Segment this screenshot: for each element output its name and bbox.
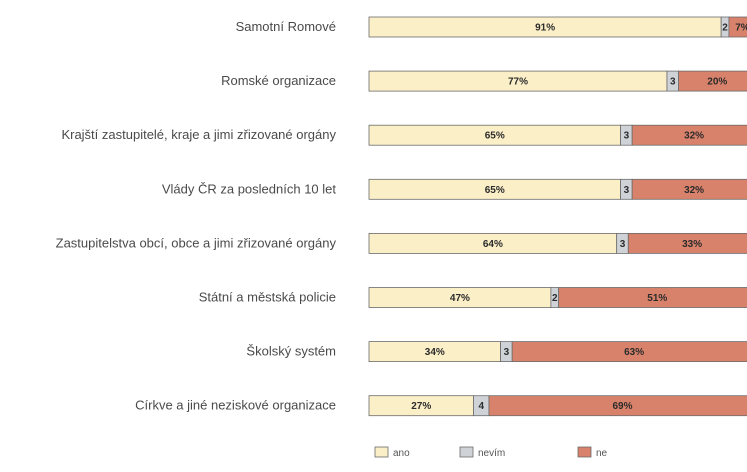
bar-segment-ne — [511, 341, 747, 363]
data-label-ano: 91% — [535, 23, 555, 34]
legend-swatch-nevim — [459, 446, 474, 458]
data-label-ne: 63% — [624, 347, 644, 358]
legend: ano nevím ne — [374, 446, 608, 459]
bar-segment-ne — [631, 124, 747, 146]
bar-segment-ne — [627, 232, 747, 254]
category-label: Romské organizace — [221, 73, 336, 88]
data-label-ano: 77% — [508, 77, 528, 88]
legend-label-ne: ne — [596, 448, 608, 459]
data-label-ne: 32% — [684, 185, 704, 196]
category-label: Zastupitelstva obcí, obce a jimi zřizova… — [56, 235, 337, 250]
bar-segment-ne — [728, 16, 747, 38]
legend-swatch-ano — [374, 446, 389, 458]
bar-segment-ne — [631, 178, 747, 200]
data-label-ne: 7% — [735, 23, 747, 34]
legend-swatch-ne — [577, 446, 592, 458]
data-label-ano: 47% — [450, 293, 470, 304]
category-label: Vlády ČR za posledních 10 let — [162, 181, 337, 196]
category-label: Církve a jiné neziskové organizace — [135, 398, 336, 413]
bar-segment-ne — [678, 70, 747, 92]
data-label-ne: 69% — [612, 401, 632, 412]
bar-segment-ne — [488, 395, 747, 417]
data-label-ne: 33% — [682, 239, 702, 250]
category-label: Školský systém — [246, 344, 336, 359]
data-label-nevim: 3 — [504, 347, 510, 358]
data-label-nevim: 2 — [722, 23, 728, 34]
legend-label-nevim: nevím — [478, 448, 505, 459]
data-label-ano: 65% — [485, 185, 505, 196]
data-label-ano: 64% — [483, 239, 503, 250]
legend-label-ano: ano — [393, 448, 410, 459]
data-label-ano: 65% — [485, 131, 505, 142]
data-label-nevim: 3 — [620, 239, 626, 250]
data-label-nevim: 3 — [670, 77, 676, 88]
data-label-ano: 27% — [411, 401, 431, 412]
bar-segment-ne — [558, 287, 747, 308]
data-label-nevim: 3 — [624, 185, 630, 196]
category-label: Státní a městská policie — [199, 290, 336, 305]
data-label-nevim: 3 — [624, 131, 630, 142]
data-label-ne: 32% — [684, 131, 704, 142]
data-label-ano: 34% — [425, 347, 445, 358]
category-label: Samotní Romové — [236, 19, 336, 34]
data-label-ne: 20% — [707, 77, 727, 88]
data-label-nevim: 2 — [552, 293, 558, 304]
data-label-ne: 51% — [647, 293, 667, 304]
data-label-nevim: 4 — [478, 401, 484, 412]
category-label: Krajští zastupitelé, kraje a jimi zřizov… — [61, 127, 336, 142]
